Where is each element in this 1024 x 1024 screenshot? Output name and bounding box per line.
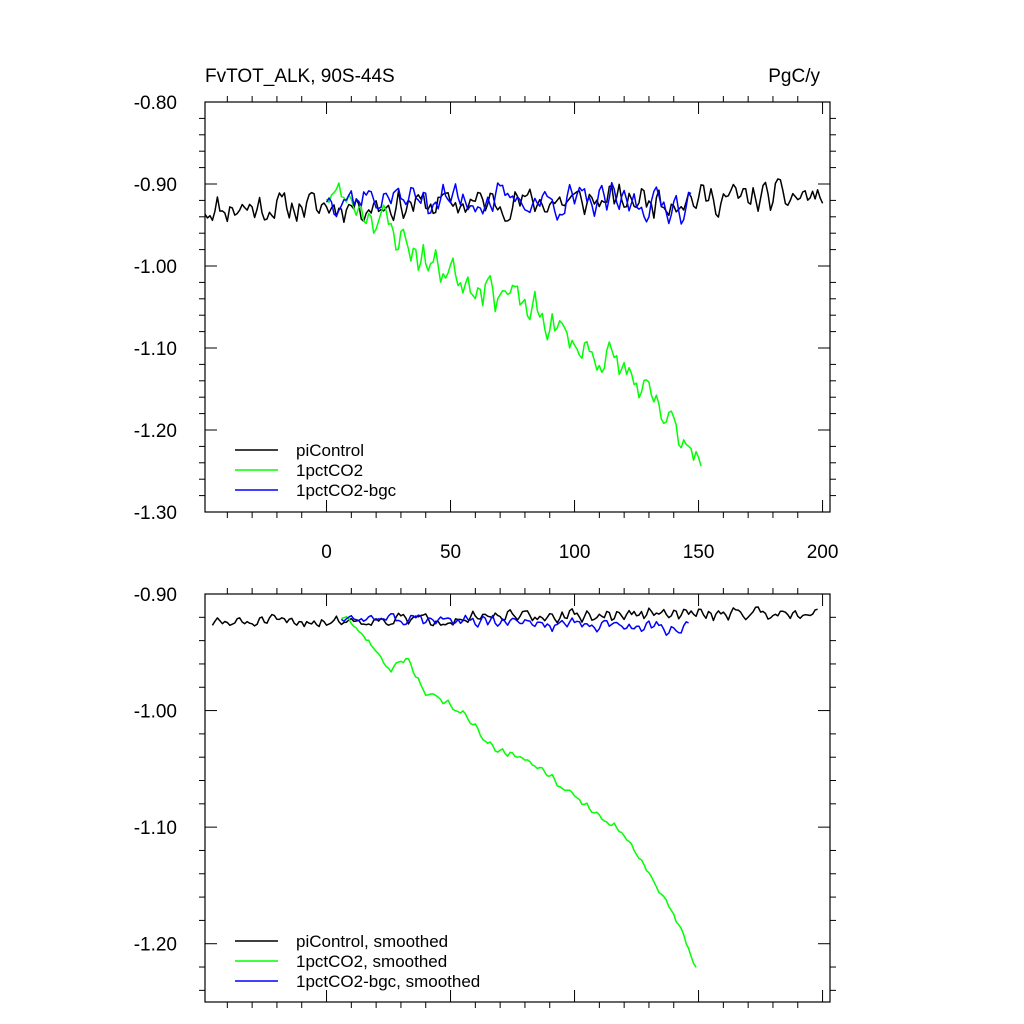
y-tick-label: -1.10 — [134, 339, 177, 360]
y-tick-label: -0.90 — [134, 175, 177, 196]
legend-label: 1pctCO2-bgc — [296, 481, 397, 500]
series-line — [325, 182, 702, 467]
x-tick-label: 150 — [683, 542, 715, 563]
legend-label: piControl — [296, 441, 364, 460]
series-line — [340, 612, 689, 636]
plot-frame — [204, 593, 831, 1003]
legend-label: 1pctCO2 — [296, 461, 363, 480]
y-tick-label: -1.20 — [134, 421, 177, 442]
x-tick-label: 50 — [440, 542, 461, 563]
legend-label: piControl, smoothed — [296, 932, 448, 951]
x-tick-label: 100 — [559, 542, 591, 563]
y-tick-label: -0.90 — [134, 585, 177, 606]
y-tick-label: -1.00 — [134, 257, 177, 278]
series-line — [211, 606, 818, 628]
chart-title-left: FvTOT_ALK, 90S-44S — [205, 66, 395, 87]
y-tick-label: -1.20 — [134, 935, 177, 956]
y-tick-label: -0.80 — [134, 93, 177, 114]
x-tick-label: 200 — [807, 542, 839, 563]
legend-label: 1pctCO2, smoothed — [296, 952, 447, 971]
series-line — [341, 616, 697, 968]
legend-label: 1pctCO2-bgc, smoothed — [296, 972, 480, 991]
top-panel: 0 50 100 150 200 -1.30 -1.20 -1.10 -1.00 -0.90 -0.… — [134, 93, 839, 563]
x-tick-label: 0 — [321, 542, 332, 563]
series-line — [325, 181, 692, 225]
plot-frame — [204, 101, 831, 513]
y-tick-label: -1.00 — [134, 702, 177, 723]
y-tick-label: -1.30 — [134, 503, 177, 524]
chart-title-right: PgC/y — [768, 66, 820, 87]
y-tick-label: -1.10 — [134, 818, 177, 839]
